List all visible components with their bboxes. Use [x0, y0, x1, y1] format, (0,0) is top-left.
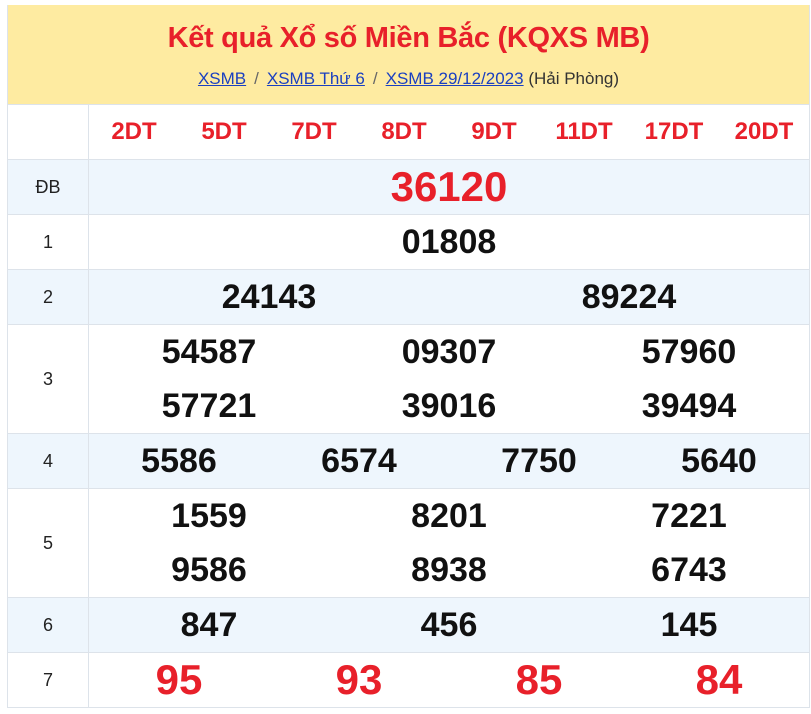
results-header: Kết quả Xổ số Miền Bắc (KQXS MB) XSMB / XS… — [8, 5, 809, 105]
prize-number: 847 — [180, 605, 238, 644]
prize-number: 5640 — [681, 441, 757, 480]
code-20dt: 20DT — [734, 118, 794, 145]
prize-label: 6 — [8, 598, 89, 652]
prize-number: 145 — [660, 605, 718, 644]
prize-number: 85 — [515, 656, 563, 703]
code-2dt: 2DT — [111, 118, 157, 145]
prize-row: 3 54587 09307 57960 57721 39016 39494 — [8, 325, 809, 434]
prize-number: 95 — [155, 656, 203, 703]
prize-number: 57721 — [161, 386, 257, 425]
code-7dt: 7DT — [291, 118, 337, 145]
prize-number: 6743 — [651, 550, 727, 589]
prize-row: 6 847 456 145 — [8, 598, 809, 653]
prize-number: 8201 — [411, 496, 487, 535]
prize-number: 1559 — [171, 496, 247, 535]
prize-row: 4 5586 6574 7750 5640 — [8, 434, 809, 489]
breadcrumb-separator: / — [372, 69, 378, 88]
prize-number: 5586 — [141, 441, 217, 480]
prize-label: 5 — [8, 489, 89, 597]
code-11dt: 11DT — [555, 118, 613, 145]
prize-number: 39494 — [641, 386, 737, 425]
prize-number: 7221 — [651, 496, 727, 535]
code-9dt: 9DT — [471, 118, 517, 145]
code-17dt: 17DT — [644, 118, 704, 145]
prize-row: ĐB 36120 — [8, 160, 809, 215]
breadcrumb-xsmb[interactable]: XSMB — [197, 69, 247, 88]
prize-label: ĐB — [8, 160, 89, 214]
prize-row: 7 95 93 85 84 — [8, 653, 809, 708]
prize-row: 2 24143 89224 — [8, 270, 809, 325]
prize-label: 4 — [8, 434, 89, 488]
prize-number: 456 — [420, 605, 478, 644]
results-table: Kết quả Xổ số Miền Bắc (KQXS MB) XSMB / XS… — [7, 5, 810, 708]
prize-number: 84 — [695, 656, 743, 703]
page-title: Kết quả Xổ số Miền Bắc (KQXS MB) — [167, 22, 650, 54]
prize-row: 5 1559 8201 7221 9586 8938 6743 — [8, 489, 809, 598]
prize-number: 93 — [335, 656, 383, 703]
prize-number: 39016 — [401, 386, 497, 425]
empty-label-cell — [8, 105, 89, 159]
prize-label: 7 — [8, 653, 89, 707]
breadcrumb-xsmb-thu-6[interactable]: XSMB Thứ 6 — [266, 69, 365, 88]
prize-label: 3 — [8, 325, 89, 433]
prize-number: 57960 — [641, 332, 737, 371]
prize-number: 09307 — [401, 332, 497, 371]
prize-number: 54587 — [161, 332, 257, 371]
prize-label: 1 — [8, 215, 89, 269]
prize-number: 01808 — [401, 222, 497, 261]
breadcrumb-separator: / — [254, 69, 259, 88]
prize-number: 89224 — [581, 277, 677, 316]
prize-label: 2 — [8, 270, 89, 324]
prize-number: 9586 — [171, 550, 247, 589]
region-label: (Hải Phòng) — [528, 69, 620, 88]
code-8dt: 8DT — [381, 118, 427, 145]
breadcrumb-xsmb-date[interactable]: XSMB 29/12/2023 — [385, 69, 524, 88]
codes-row: 2DT 5DT 7DT 8DT 9DT 11DT 17DT 20DT — [8, 105, 809, 160]
prize-number: 24143 — [221, 277, 317, 316]
prize-number: 36120 — [390, 163, 508, 210]
breadcrumb: XSMB / XSMB Thứ 6 / XSMB 29/12/2023 (Hải Phò… — [8, 69, 809, 89]
prize-number: 6574 — [321, 441, 397, 480]
prize-number: 8938 — [411, 550, 487, 589]
prize-row: 1 01808 — [8, 215, 809, 270]
prize-number: 7750 — [501, 441, 577, 480]
code-5dt: 5DT — [201, 118, 247, 145]
